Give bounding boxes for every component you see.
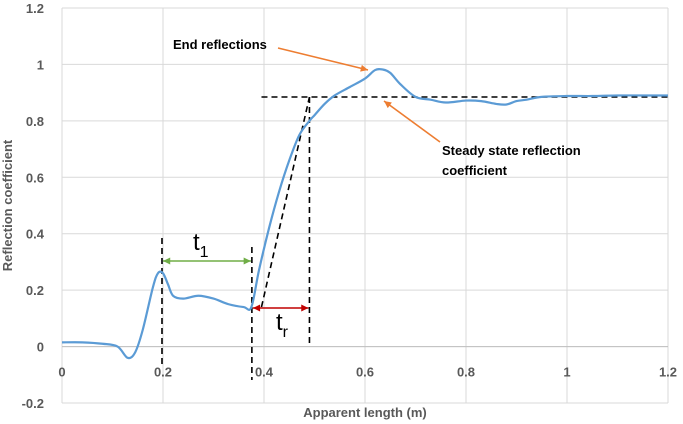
y-tick-label: 0	[37, 340, 44, 355]
x-tick-label: 1	[563, 365, 570, 380]
t1-label: t1	[193, 229, 209, 261]
t1-main: t	[193, 229, 200, 256]
tr-arrow-head	[301, 304, 309, 312]
t1-sub: 1	[200, 244, 209, 261]
steady-state-pointer-head	[384, 101, 392, 109]
construction-lines	[161, 96, 668, 380]
tr-main: t	[276, 309, 283, 336]
x-tick-label: 0.6	[356, 365, 374, 380]
x-tick-label: 0.2	[154, 365, 172, 380]
steady-state-line-2: coefficient	[442, 163, 508, 178]
x-tick-label: 0.8	[457, 365, 475, 380]
steady-state-line-1: Steady state reflection	[442, 143, 581, 158]
gridlines	[61, 7, 669, 404]
t1-arrow-head	[243, 257, 251, 265]
t1-arrow-head	[163, 257, 171, 265]
steady-state-pointer	[383, 100, 441, 143]
y-tick-labels: -0.2 0 0.2 0.4 0.6 0.8 1 1.2	[22, 1, 45, 411]
steady-state-label: Steady state reflection coefficient	[442, 143, 581, 178]
end-reflections-pointer	[277, 47, 369, 71]
y-tick-label: -0.2	[22, 396, 44, 411]
x-tick-labels: 0 0.2 0.4 0.6 0.8 1 1.2	[58, 365, 677, 380]
reflection-curve	[61, 67, 668, 360]
tr-arrow-head	[252, 304, 261, 312]
y-tick-label: 0.8	[26, 114, 44, 129]
dashed-rise-tangent	[260, 96, 311, 308]
y-axis-label: Reflection coefficient	[0, 139, 15, 271]
tr-sub: r	[283, 324, 289, 341]
y-tick-label: 0.4	[26, 227, 45, 242]
y-tick-label: 0.6	[26, 170, 44, 185]
x-tick-label: 0	[58, 365, 65, 380]
x-tick-label: 1.2	[659, 365, 677, 380]
annotation-arrows	[163, 47, 441, 312]
y-tick-label: 1	[37, 57, 44, 72]
x-axis-label: Apparent length (m)	[303, 405, 427, 420]
end-reflections-label: End reflections	[173, 37, 267, 52]
y-tick-label: 1.2	[26, 1, 44, 16]
end-reflections-pointer-head	[360, 64, 368, 72]
tr-label: tr	[276, 309, 289, 341]
y-tick-label: 0.2	[26, 283, 44, 298]
x-tick-label: 0.4	[255, 365, 274, 380]
